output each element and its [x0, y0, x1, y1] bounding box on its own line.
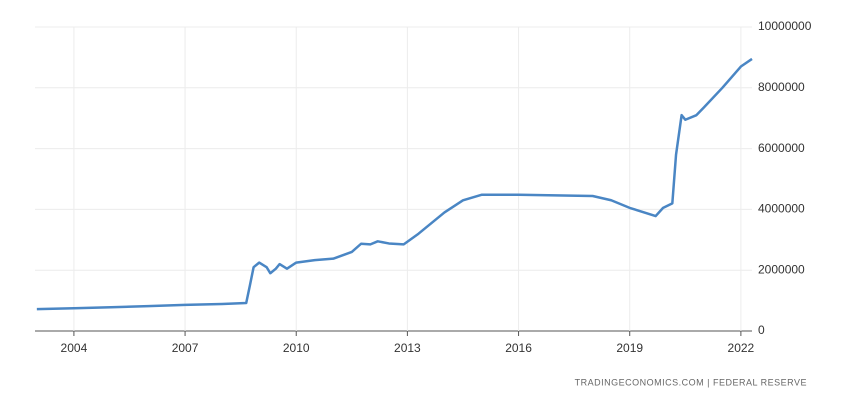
x-tick-label: 2019 — [616, 341, 643, 355]
x-tick-label: 2007 — [172, 341, 199, 355]
y-tick-label: 2000000 — [758, 262, 805, 276]
y-tick-label: 8000000 — [758, 80, 805, 94]
x-tick-label: 2004 — [61, 341, 88, 355]
data-line — [36, 57, 753, 311]
x-tick-label: 2022 — [728, 341, 755, 355]
y-tick-label: 4000000 — [758, 202, 805, 216]
x-tick-label: 2013 — [394, 341, 421, 355]
y-tick-label: 0 — [758, 323, 765, 337]
y-tick-label: 10000000 — [758, 19, 812, 33]
x-tick-label: 2010 — [283, 341, 310, 355]
x-tick-label: 2016 — [505, 341, 532, 355]
source: TRADINGECONOMICS.COM | FEDERAL RESERVE — [575, 377, 807, 387]
y-tick-label: 6000000 — [758, 141, 805, 155]
